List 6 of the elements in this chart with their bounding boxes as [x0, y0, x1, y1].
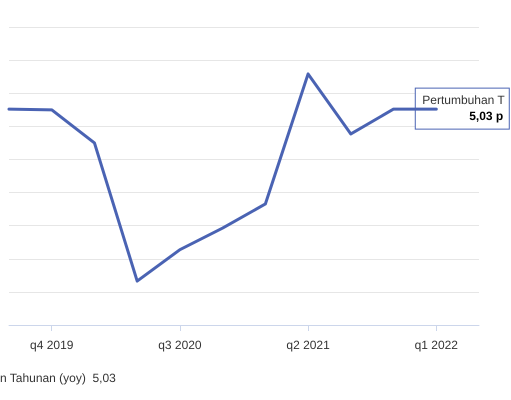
x-tick-label: q2 2021: [286, 338, 330, 352]
x-tick-label: q1 2022: [414, 338, 458, 352]
annotation: Pertumbuhan T 5,03 p: [422, 93, 506, 124]
x-tick-label: q3 2020: [158, 338, 202, 352]
x-tick-label: q4 2019: [30, 338, 74, 352]
text: n Tahunan (yoy) 5,03: [0, 371, 116, 385]
